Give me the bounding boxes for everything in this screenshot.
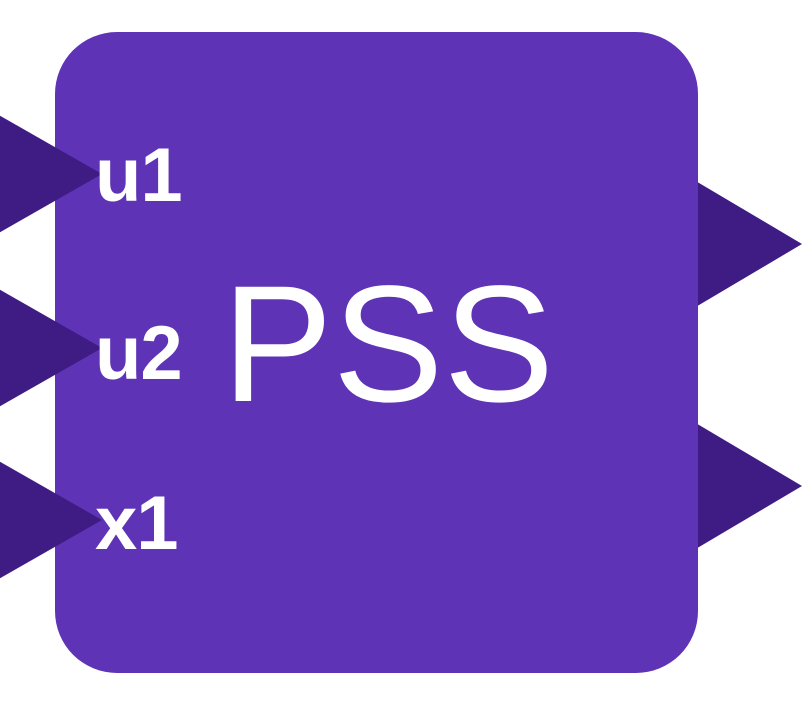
pss-block[interactable] [55, 32, 698, 673]
input-label-u2: u2 [95, 311, 183, 396]
input-port-u1[interactable] [0, 110, 102, 238]
input-port-u2[interactable] [0, 284, 102, 412]
input-label-x1: x1 [95, 481, 179, 566]
output-port-1[interactable] [694, 180, 802, 308]
input-label-u1: u1 [95, 133, 183, 218]
block-title: PSS [222, 252, 555, 437]
output-port-2[interactable] [694, 422, 802, 550]
input-port-x1[interactable] [0, 456, 102, 584]
